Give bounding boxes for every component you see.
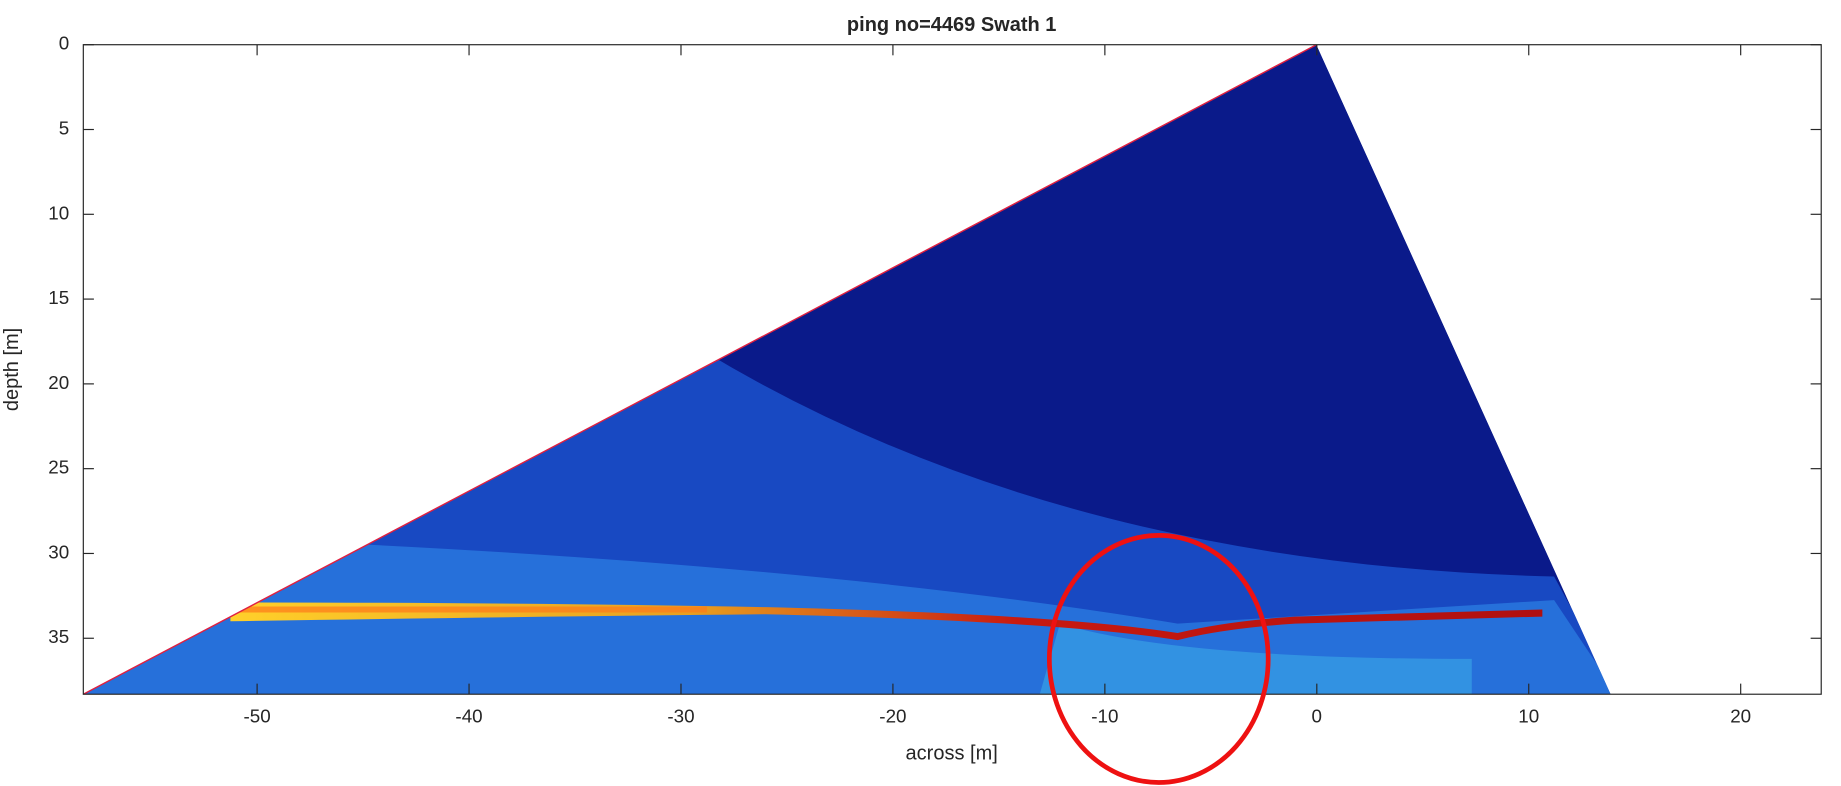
y-axis-label: depth [m]: [1, 328, 23, 411]
y-tick-label: 10: [48, 202, 69, 223]
highlight-circle: [1046, 533, 1271, 785]
y-tick-label: 20: [48, 372, 69, 393]
sonar-image: [83, 44, 1611, 695]
chart-title: ping no=4469 Swath 1: [847, 14, 1057, 36]
x-tick-label: -50: [244, 706, 271, 727]
x-tick-label: -30: [667, 706, 694, 727]
y-tick-label: 30: [48, 541, 69, 562]
swath-edge: [82, 44, 1317, 695]
x-tick-label: 20: [1730, 706, 1751, 727]
x-tick-label: -40: [455, 706, 482, 727]
y-tick-label: 25: [48, 457, 69, 478]
x-tick-label: 10: [1518, 706, 1539, 727]
axes-box: [82, 44, 1822, 695]
x-tick-label: -20: [879, 706, 906, 727]
x-axis-label: across [m]: [906, 743, 998, 765]
y-tick-label: 15: [48, 287, 69, 308]
y-tick-label: 5: [59, 117, 69, 138]
x-tick-label: 0: [1312, 706, 1322, 727]
y-tick-label: 0: [59, 33, 69, 54]
x-tick-label: -10: [1091, 706, 1118, 727]
y-tick-label: 35: [48, 626, 69, 647]
